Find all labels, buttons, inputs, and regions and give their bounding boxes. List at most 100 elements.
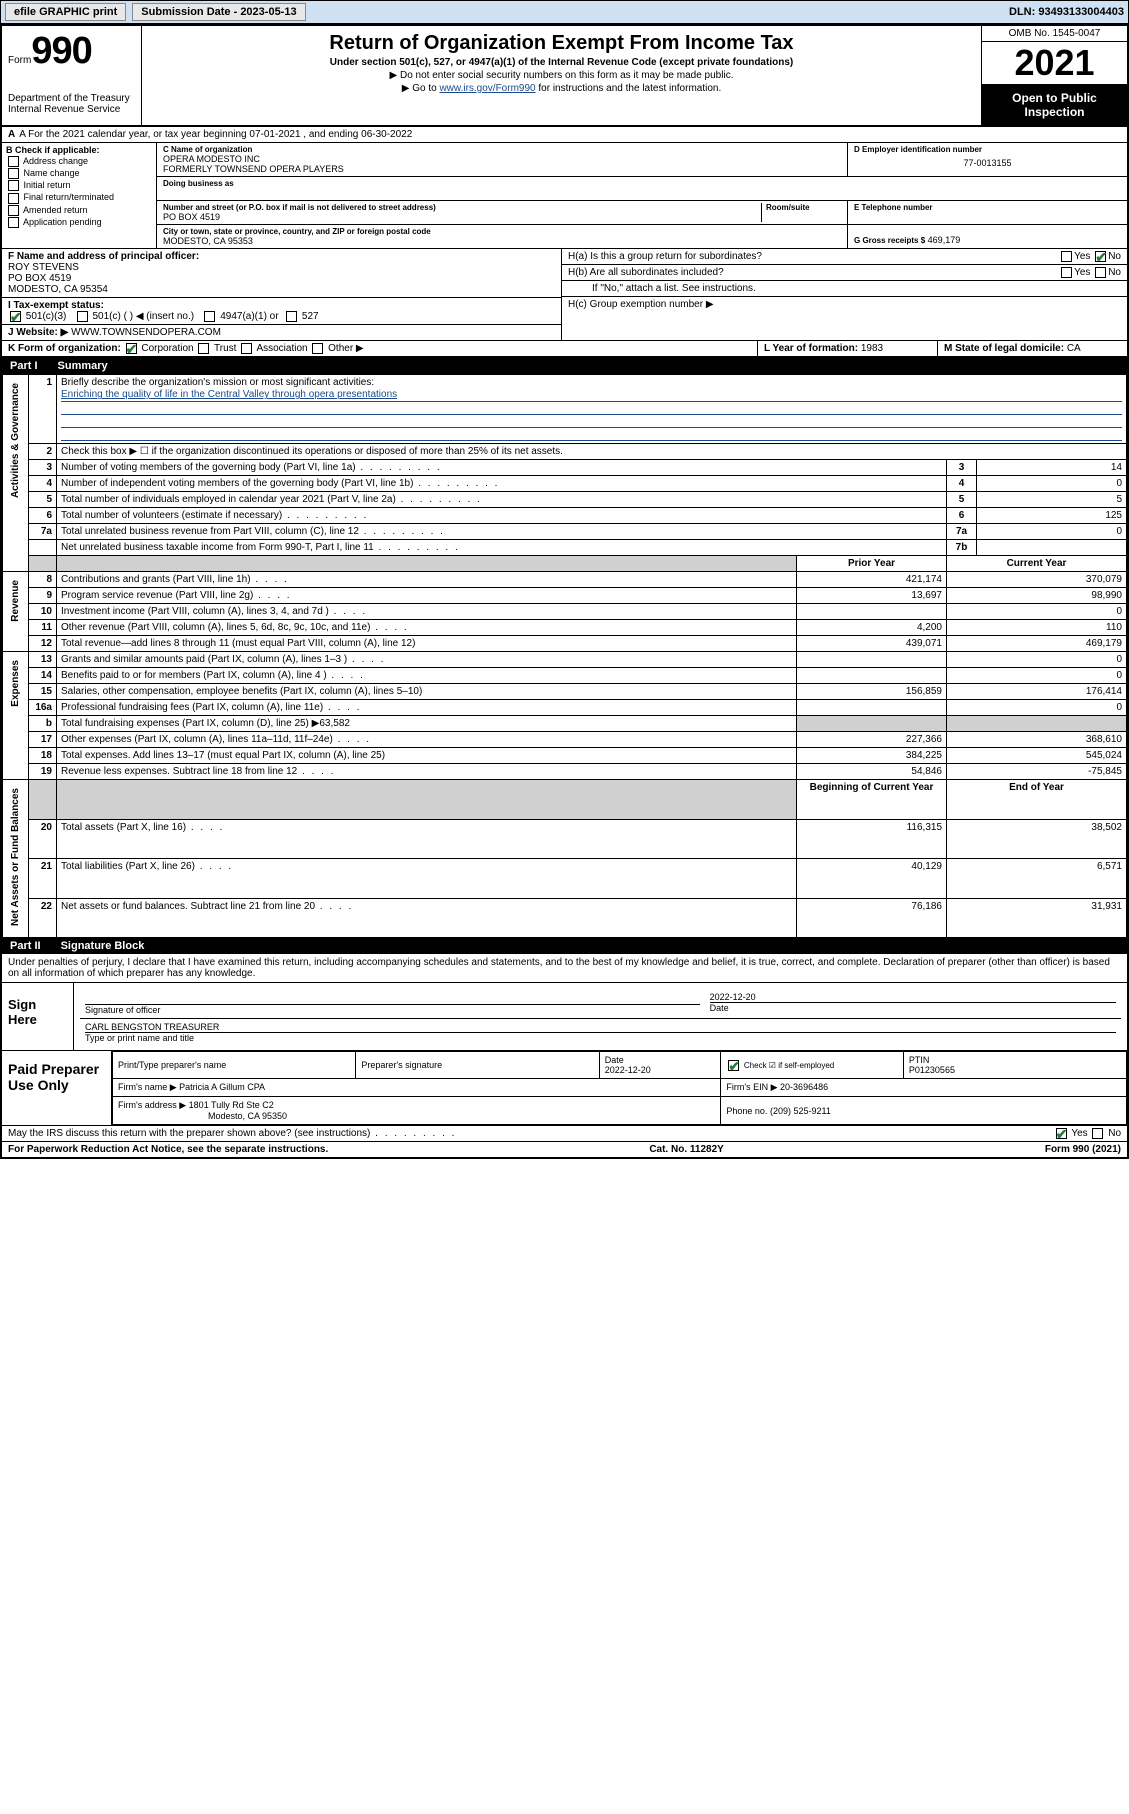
box-c-addr: Number and street (or P.O. box if mail i… [157,201,847,224]
box-d: D Employer identification number 77-0013… [847,143,1127,176]
addr-value: PO BOX 4519 [163,212,761,222]
col-left-fij: F Name and address of principal officer:… [2,249,562,340]
sig-declaration: Under penalties of perjury, I declare th… [2,954,1127,983]
officer-name-title: CARL BENGSTON TREASURER [85,1022,1116,1032]
f-label: F Name and address of principal officer: [8,251,555,262]
chk-final-return[interactable]: Final return/terminated [6,192,152,203]
footer-mid: Cat. No. 11282Y [649,1144,723,1155]
omb-number: OMB No. 1545-0047 [982,26,1127,42]
j-label: J Website: ▶ [8,327,68,338]
col-right-h: H(a) Is this a group return for subordin… [562,249,1127,340]
gov-row: Net unrelated business taxable income fr… [3,540,1127,556]
chk-501c[interactable] [77,311,88,322]
mission-text: Enriching the quality of life in the Cen… [61,388,1122,402]
header-right: OMB No. 1545-0047 2021 Open to Public In… [982,26,1127,125]
form-title: Return of Organization Exempt From Incom… [152,32,971,55]
firm-addr-label: Firm's address ▶ [118,1100,186,1110]
city-value: MODESTO, CA 95353 [163,236,841,246]
num-2: 2 [29,444,57,460]
part1-label: Part I [10,360,38,372]
dba-label: Doing business as [163,179,841,188]
chk-ha-yes[interactable] [1061,251,1072,262]
firm-ein-label: Firm's EIN ▶ [726,1082,777,1092]
chk-ha-no[interactable] [1095,251,1106,262]
exp-row: 16aProfessional fundraising fees (Part I… [3,700,1127,716]
chk-self-employed[interactable] [728,1060,739,1071]
chk-hb-yes[interactable] [1061,267,1072,278]
chk-app-pending[interactable]: Application pending [6,217,152,228]
discuss-row: May the IRS discuss this return with the… [2,1126,1127,1141]
chk-hb-no[interactable] [1095,267,1106,278]
hdr-beg: Beginning of Current Year [797,780,947,820]
box-i: I Tax-exempt status: 501(c)(3) 501(c) ( … [2,298,561,325]
irs-link[interactable]: www.irs.gov/Form990 [439,83,535,94]
q2-text: Check this box ▶ ☐ if the organization d… [57,444,1127,460]
chk-amended[interactable]: Amended return [6,205,152,216]
gov-row: 6Total number of volunteers (estimate if… [3,508,1127,524]
net-row: 20Total assets (Part X, line 16)116,3153… [3,819,1127,859]
chk-corp[interactable] [126,343,137,354]
city-label: City or town, state or province, country… [163,227,841,236]
org-name-2: FORMERLY TOWNSEND OPERA PLAYERS [163,164,841,174]
i-label: I Tax-exempt status: [8,300,104,311]
paid-preparer-body: Print/Type preparer's name Preparer's si… [112,1051,1127,1125]
box-b: B Check if applicable: Address change Na… [2,143,157,248]
ptin-value: P01230565 [909,1065,955,1075]
chk-trust[interactable] [198,343,209,354]
name-title-label: Type or print name and title [85,1033,194,1043]
chk-527[interactable] [286,311,297,322]
chk-initial-return[interactable]: Initial return [6,180,152,191]
e-label: E Telephone number [854,203,1121,212]
section-b-through-g: B Check if applicable: Address change Na… [2,143,1127,249]
d-label: D Employer identification number [854,145,1121,154]
chk-assoc[interactable] [241,343,252,354]
chk-name-change[interactable]: Name change [6,168,152,179]
summary-table: Activities & Governance 1 Briefly descri… [2,374,1127,938]
hdr-prior: Prior Year [797,556,947,572]
chk-4947[interactable] [204,311,215,322]
box-e: E Telephone number [847,201,1127,224]
submission-date-button[interactable]: Submission Date - 2023-05-13 [132,3,305,21]
chk-discuss-yes[interactable] [1056,1128,1067,1139]
chk-other[interactable] [312,343,323,354]
note2-pre: ▶ Go to [402,83,440,94]
chk-discuss-no[interactable] [1092,1128,1103,1139]
chk-501c3[interactable] [10,311,21,322]
box-c-name: C Name of organization OPERA MODESTO INC… [157,143,847,176]
num-1: 1 [29,375,57,444]
box-j: J Website: ▶ WWW.TOWNSENDOPERA.COM [2,325,561,340]
efile-button[interactable]: efile GRAPHIC print [5,3,126,21]
firm-ein: 20-3696486 [780,1082,828,1092]
rev-row: 12Total revenue—add lines 8 through 11 (… [3,636,1127,652]
org-name-1: OPERA MODESTO INC [163,154,841,164]
self-emp-label: Check ☑ if self-employed [744,1061,834,1070]
gov-row: 5Total number of individuals employed in… [3,492,1127,508]
box-c-d-e-g: C Name of organization OPERA MODESTO INC… [157,143,1127,248]
prep-name-label: Print/Type preparer's name [118,1060,226,1070]
header-left: Form990 Department of the Treasury Inter… [2,26,142,125]
vtab-expenses: Expenses [3,652,29,780]
sign-here-label: Sign Here [2,983,74,1050]
officer-addr1: PO BOX 4519 [8,273,555,284]
note2-post: for instructions and the latest informat… [536,83,722,94]
footer-left: For Paperwork Reduction Act Notice, see … [8,1144,328,1155]
header-mid: Return of Organization Exempt From Incom… [142,26,982,125]
row-a-text: A For the 2021 calendar year, or tax yea… [19,129,412,140]
exp-row: 14Benefits paid to or for members (Part … [3,668,1127,684]
firm-phone: (209) 525-9211 [770,1106,831,1116]
paid-preparer-label: Paid Preparer Use Only [2,1051,112,1125]
part2-label: Part II [10,940,41,952]
spacer [847,177,1127,200]
sign-here-body: Signature of officer 2022-12-20 Date CAR… [74,983,1127,1050]
addr-label: Number and street (or P.O. box if mail i… [163,203,761,212]
discuss-text: May the IRS discuss this return with the… [8,1128,1054,1139]
form-subtitle: Under section 501(c), 527, or 4947(a)(1)… [152,57,971,68]
state-domicile: CA [1067,343,1081,354]
box-hc: H(c) Group exemption number ▶ [562,297,1127,312]
row-a-tax-year: A A For the 2021 calendar year, or tax y… [2,127,1127,143]
form-prefix: Form [8,55,31,66]
chk-address-change[interactable]: Address change [6,156,152,167]
hdr-curr: Current Year [947,556,1127,572]
room-label: Room/suite [766,203,841,212]
footer-right: Form 990 (2021) [1045,1144,1121,1155]
